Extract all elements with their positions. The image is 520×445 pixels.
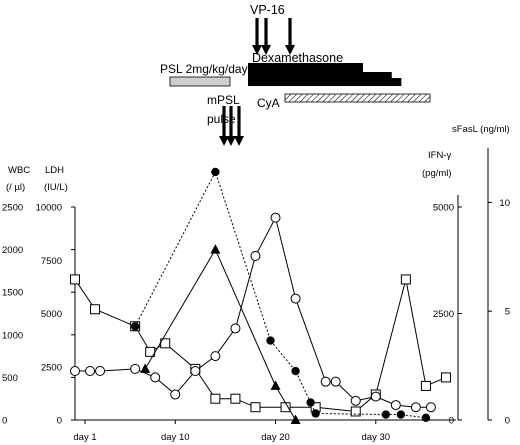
open-circle-marker	[85, 366, 96, 377]
open-circle-marker	[390, 400, 401, 411]
square-marker	[280, 402, 291, 413]
data-series	[70, 167, 451, 424]
square-marker	[90, 304, 101, 315]
square-marker	[400, 274, 411, 285]
open-circle-marker	[130, 363, 141, 374]
mpsl-arrows	[219, 106, 244, 146]
wbc-axis-label: WBC	[8, 165, 30, 176]
ldh-tick-label: 0	[57, 416, 62, 427]
open-circle-marker	[330, 376, 341, 387]
filled-circle-marker	[421, 413, 431, 423]
ldh-axis-unit: (IU/L)	[44, 182, 68, 193]
filled-circle-series-line	[134, 170, 426, 419]
circle-series-line	[75, 216, 431, 408]
filled-circle-marker	[266, 336, 275, 345]
filled-circle-marker	[306, 398, 315, 407]
open-circle-marker	[70, 366, 80, 377]
square-marker	[350, 406, 361, 417]
filled-circle-marker	[130, 322, 140, 331]
ifn-axis-label: IFN-γ	[428, 150, 451, 161]
sfasl-axis-label: sFasL (ng/ml)	[452, 124, 510, 135]
filled-circle-marker	[311, 409, 320, 418]
dexamethasone-bars	[248, 63, 402, 86]
vp16-arrow-2-head	[261, 45, 271, 55]
cya-bar	[284, 93, 431, 103]
dexamethasone-bar-step-3	[248, 78, 402, 86]
axes: day 1 day 10 day 20 day 3005001000150020002…	[2, 148, 510, 443]
psl-bar	[169, 76, 231, 87]
sfasl-tick-label: 5	[505, 307, 510, 318]
vp16-arrows	[252, 18, 295, 55]
square-marker	[70, 274, 80, 285]
open-circle-marker	[270, 212, 281, 223]
wbc-tick-label: 1000	[2, 330, 23, 341]
square-series-line	[74, 279, 447, 412]
triangle-marker	[140, 363, 151, 373]
ldh-tick-label: 7500	[41, 256, 62, 267]
dexamethasone-label: Dexamethasone	[252, 51, 343, 65]
open-circle-marker	[350, 395, 361, 406]
open-circle-marker	[190, 366, 201, 377]
filled-circle-marker	[211, 167, 220, 177]
open-circle-marker	[230, 323, 241, 334]
triangle-marker	[210, 244, 221, 254]
x-tick-label: day 20	[261, 432, 290, 443]
x-tick-label: day 10	[161, 432, 190, 443]
triangle-marker	[290, 414, 301, 424]
ldh-tick-label: 10000	[36, 203, 62, 214]
mpsl-arrow-1-head	[219, 136, 229, 146]
vp16-label: VP-16	[250, 3, 285, 17]
wbc-tick-label: 0	[2, 416, 7, 427]
open-circle-marker	[410, 402, 421, 413]
sfasl-tick-label: 0	[505, 416, 510, 427]
ldh-tick-label: 5000	[41, 309, 62, 320]
ldh-axis-label: LDH	[45, 165, 64, 176]
open-circle-marker	[290, 293, 301, 304]
ifn-axis-unit: (pg/ml)	[422, 168, 452, 179]
square-marker	[250, 402, 261, 413]
mpsl-arrow-2-head	[226, 136, 236, 146]
open-circle-marker	[210, 351, 221, 362]
sfasl-tick-label: 10	[499, 198, 510, 209]
psl-label: PSL 2mg/kg/day	[160, 62, 248, 76]
filled-circle-marker	[291, 366, 300, 376]
wbc-tick-label: 2500	[2, 203, 23, 214]
vp16-arrow-3-head	[285, 45, 295, 55]
square-marker	[230, 393, 241, 404]
mpsl-label: mPSL	[207, 93, 240, 107]
wbc-tick-label: 1500	[2, 288, 23, 299]
ifn-tick-label: 5000	[433, 203, 454, 214]
pulse-label: pulse	[207, 112, 236, 126]
open-circle-marker	[170, 389, 181, 400]
x-tick-label: day 1	[73, 432, 96, 443]
wbc-axis-unit: (/ µl)	[6, 182, 25, 193]
open-circle-marker	[95, 366, 106, 377]
vp16-arrow-1-head	[252, 45, 262, 55]
filled-circle-marker	[396, 410, 406, 419]
square-marker	[210, 393, 221, 404]
open-circle-marker	[250, 250, 261, 261]
square-marker	[440, 372, 451, 383]
triangle-marker	[270, 380, 281, 390]
ldh-tick-label: 2500	[41, 362, 62, 373]
open-circle-marker	[425, 402, 436, 413]
wbc-tick-label: 500	[2, 373, 18, 384]
x-tick-label: day 30	[362, 432, 391, 443]
cya-label: CyA	[257, 96, 280, 110]
mpsl-arrow-3-head	[234, 136, 244, 146]
ifn-tick-label: 0	[449, 416, 454, 427]
wbc-tick-label: 2000	[2, 245, 23, 256]
filled-circle-marker	[381, 410, 391, 419]
open-circle-marker	[320, 376, 331, 387]
triangle-series-line	[144, 248, 297, 421]
square-marker	[420, 380, 431, 391]
ifn-tick-label: 2500	[433, 309, 454, 320]
open-circle-marker	[150, 372, 161, 383]
treatment-timeline: VP-16 PSL 2mg/kg/day Dexamethasone CyA m…	[160, 3, 431, 146]
open-circle-marker	[370, 391, 381, 402]
